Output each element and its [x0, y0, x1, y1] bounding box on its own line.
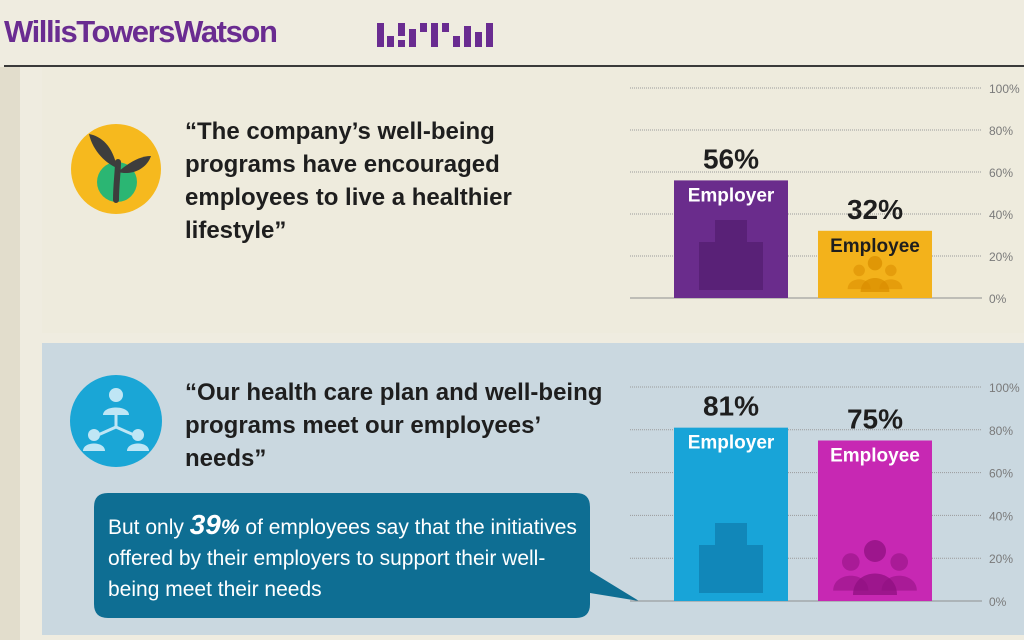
callout-prefix: But only [108, 516, 190, 539]
header-divider [4, 65, 1024, 67]
bar-category-label: Employee [830, 236, 920, 257]
bar-value-label: 56% [703, 143, 759, 174]
y-tick-label: 100% [989, 381, 1020, 395]
bar-category-label: Employee [830, 446, 920, 467]
y-tick-label: 60% [989, 467, 1013, 481]
callout-bubble: But only 39% of employees say that the i… [94, 493, 639, 618]
people-group-icon [847, 256, 903, 292]
callout-text: But only 39% of employees say that the i… [108, 509, 578, 605]
callout-suffix: of employees say that the initiatives of… [108, 516, 577, 601]
y-tick-label: 0% [989, 595, 1007, 609]
y-tick-label: 100% [989, 82, 1020, 96]
stat-panel-healthier-lifestyle: “The company’s well-being programs have … [42, 67, 1024, 333]
people-network-icon [70, 375, 162, 467]
y-tick-label: 0% [989, 292, 1007, 306]
building-icon [699, 220, 763, 290]
y-tick-label: 80% [989, 124, 1013, 138]
callout-stat-unit: % [220, 516, 240, 539]
brand-wordmark: WillisTowersWatson [4, 14, 278, 49]
bar-chart-healthier-lifestyle: 0% 20% 40% 60% 80% 100% Employer 56% Employee 32% [630, 82, 1020, 306]
panel-quote: “The company’s well-being programs have … [185, 118, 512, 244]
bar-value-label: 32% [847, 194, 903, 225]
bar-value-label: 81% [703, 391, 759, 422]
bar-category-label: Employer [688, 185, 775, 206]
y-tick-label: 20% [989, 250, 1013, 264]
bar-value-label: 75% [847, 404, 903, 435]
bar-chart-needs-met: 0% 20% 40% 60% 80% 100% Employer 81% Employee 75% [630, 381, 1020, 609]
header: WillisTowersWatson [0, 0, 1024, 67]
y-tick-label: 40% [989, 509, 1013, 523]
y-tick-label: 20% [989, 552, 1013, 566]
y-tick-label: 40% [989, 208, 1013, 222]
brand-logo-icon [377, 23, 493, 47]
panel-quote: “Our health care plan and well-being pro… [185, 379, 603, 472]
left-margin [0, 67, 20, 640]
y-tick-label: 80% [989, 424, 1013, 438]
plant-icon [71, 124, 161, 214]
callout-stat-value: 39 [189, 509, 221, 540]
people-group-icon [833, 540, 917, 595]
bar-category-label: Employer [688, 433, 775, 454]
building-icon [699, 523, 763, 593]
y-tick-label: 60% [989, 166, 1013, 180]
